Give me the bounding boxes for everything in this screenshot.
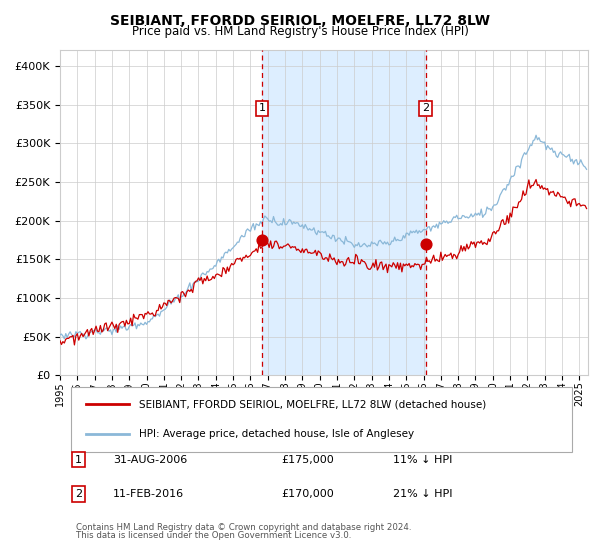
Point xyxy=(421,239,430,248)
Text: This data is licensed under the Open Government Licence v3.0.: This data is licensed under the Open Gov… xyxy=(76,531,351,540)
Text: £175,000: £175,000 xyxy=(282,455,335,465)
Text: Contains HM Land Registry data © Crown copyright and database right 2024.: Contains HM Land Registry data © Crown c… xyxy=(76,522,412,531)
Text: SEIBIANT, FFORDD SEIRIOL, MOELFRE, LL72 8LW: SEIBIANT, FFORDD SEIRIOL, MOELFRE, LL72 … xyxy=(110,14,490,28)
Text: 21% ↓ HPI: 21% ↓ HPI xyxy=(392,489,452,499)
FancyBboxPatch shape xyxy=(71,386,572,451)
Text: 1: 1 xyxy=(75,455,82,465)
Text: £170,000: £170,000 xyxy=(282,489,335,499)
Text: Price paid vs. HM Land Registry's House Price Index (HPI): Price paid vs. HM Land Registry's House … xyxy=(131,25,469,38)
Text: HPI: Average price, detached house, Isle of Anglesey: HPI: Average price, detached house, Isle… xyxy=(139,428,415,438)
Text: 1: 1 xyxy=(259,104,265,113)
Text: 31-AUG-2006: 31-AUG-2006 xyxy=(113,455,187,465)
Point xyxy=(257,235,267,244)
Text: 2: 2 xyxy=(75,489,82,499)
Text: 11-FEB-2016: 11-FEB-2016 xyxy=(113,489,184,499)
Bar xyxy=(262,50,425,375)
Text: SEIBIANT, FFORDD SEIRIOL, MOELFRE, LL72 8LW (detached house): SEIBIANT, FFORDD SEIRIOL, MOELFRE, LL72 … xyxy=(139,399,487,409)
Text: 2: 2 xyxy=(422,104,429,113)
Text: 11% ↓ HPI: 11% ↓ HPI xyxy=(392,455,452,465)
